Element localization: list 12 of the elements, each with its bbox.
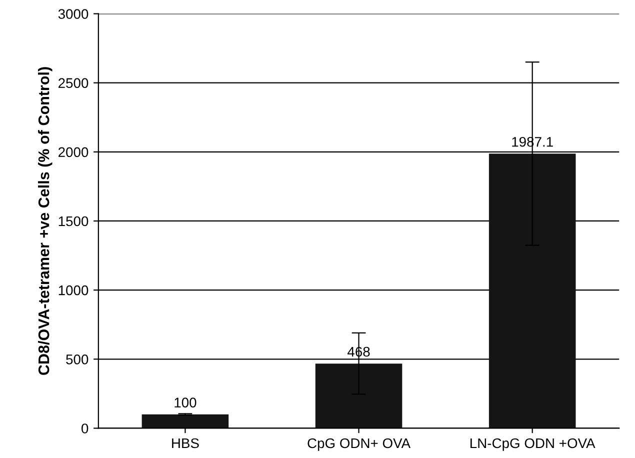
- x-tick-label: LN-CpG ODN +OVA: [470, 438, 596, 451]
- x-tick-label: CpG ODN+ OVA: [308, 438, 411, 451]
- y-tick-label: 500: [66, 354, 88, 364]
- y-tick-label: 1000: [58, 285, 88, 296]
- x-tick-label: HBS: [172, 438, 199, 448]
- y-axis-title: CD8/OVA-tetramer +ve Cells (% of Control): [38, 67, 52, 375]
- y-tick-label: 2500: [58, 78, 88, 88]
- y-tick-label: 0: [82, 424, 88, 434]
- data-label: 100: [174, 398, 196, 408]
- y-tick-label: 2000: [58, 147, 88, 158]
- y-tick-label: 1500: [58, 216, 88, 226]
- y-tick-label: 3000: [58, 9, 88, 19]
